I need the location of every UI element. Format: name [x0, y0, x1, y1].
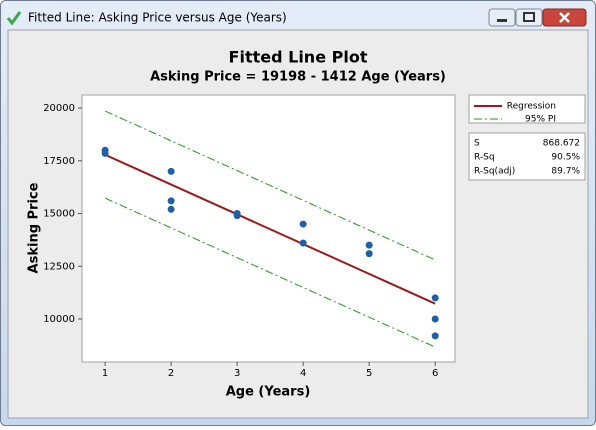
data-point: [299, 239, 307, 247]
data-point: [233, 212, 241, 220]
y-tick-label: 12500: [43, 261, 75, 272]
data-point: [431, 294, 439, 302]
pi-upper: [104, 110, 436, 261]
window-title: Fitted Line: Asking Price versus Age (Ye…: [28, 11, 287, 25]
stats-box: [468, 132, 586, 181]
app-icon: [6, 11, 22, 26]
stat-name: R-Sq(adj): [474, 167, 515, 177]
minimize-icon: [497, 19, 507, 22]
data-point: [167, 167, 175, 175]
stat-value: 868.672: [543, 139, 580, 149]
data-point: [431, 332, 439, 340]
chart-subtitle: Asking Price = 19198 - 1412 Age (Years): [150, 70, 446, 85]
stat-value: 89.7%: [551, 167, 580, 177]
data-point: [101, 146, 109, 154]
stat-value: 90.5%: [551, 153, 580, 163]
data-point: [365, 241, 373, 249]
data-point: [431, 315, 439, 323]
data-point: [365, 250, 373, 258]
x-tick-label: 2: [168, 368, 174, 379]
data-point: [167, 197, 175, 205]
close-icon: [559, 12, 570, 23]
x-axis-label: Age (Years): [226, 385, 311, 400]
x-tick-label: 4: [300, 368, 306, 379]
stat-name: S: [474, 139, 480, 149]
regression-line: [104, 153, 436, 305]
x-tick-label: 1: [102, 368, 108, 379]
x-tick-label: 6: [432, 368, 438, 379]
legend: [468, 94, 586, 124]
legend-label: Regression: [507, 102, 556, 112]
x-tick-label: 3: [234, 368, 240, 379]
y-tick-label: 20000: [43, 103, 75, 114]
y-axis-label: Asking Price: [27, 182, 42, 273]
y-tick-label: 10000: [43, 314, 75, 325]
stat-name: R-Sq: [474, 153, 495, 163]
data-point: [299, 220, 307, 228]
maximize-icon: [523, 12, 535, 22]
maximize-button[interactable]: [515, 8, 543, 27]
x-tick-label: 5: [366, 368, 372, 379]
data-point: [167, 205, 175, 213]
pi-lower: [104, 197, 436, 348]
chart-title: Fitted Line Plot: [229, 48, 368, 67]
minimize-button[interactable]: [488, 8, 516, 27]
y-tick-label: 17500: [43, 156, 75, 167]
y-tick-label: 15000: [43, 209, 75, 220]
legend-label: 95% PI: [525, 115, 556, 125]
